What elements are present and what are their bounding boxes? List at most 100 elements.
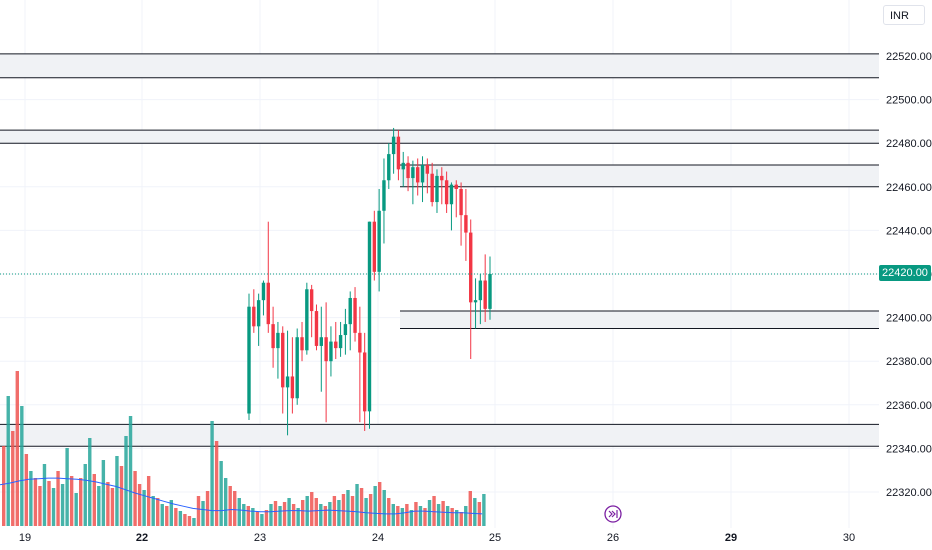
candle-body bbox=[444, 180, 449, 205]
volume-bar bbox=[423, 508, 427, 526]
x-axis-tick-label: 19 bbox=[19, 532, 31, 544]
candle-body bbox=[338, 335, 343, 349]
candle-body bbox=[401, 162, 405, 170]
volume-bar bbox=[106, 482, 110, 526]
volume-bar bbox=[273, 501, 278, 526]
y-axis-tick-label: 22400.00 bbox=[886, 313, 932, 325]
volume-bar bbox=[146, 476, 151, 526]
volume-bar bbox=[382, 490, 386, 526]
candle-body bbox=[285, 376, 290, 388]
volume-bar bbox=[2, 446, 6, 526]
volume-bar bbox=[291, 504, 296, 526]
volume-bar bbox=[187, 516, 192, 526]
candle-body bbox=[406, 162, 410, 179]
volume-bar bbox=[47, 481, 51, 526]
candle-body bbox=[387, 154, 391, 181]
volume-bar bbox=[355, 484, 359, 526]
arrow-right-circle-icon[interactable] bbox=[604, 505, 622, 523]
y-axis-tick-label: 22480.00 bbox=[886, 138, 932, 150]
candle-body bbox=[411, 167, 415, 179]
volume-bar bbox=[92, 474, 96, 526]
x-axis-tick-label: 22 bbox=[136, 532, 148, 544]
volume-bar bbox=[251, 508, 255, 526]
candle-body bbox=[469, 232, 473, 303]
volume-bar bbox=[450, 508, 454, 526]
candle-body bbox=[377, 210, 381, 272]
volume-bar bbox=[337, 500, 341, 526]
volume-bar bbox=[119, 466, 124, 526]
currency-label[interactable]: INR bbox=[883, 5, 925, 25]
candle-body bbox=[252, 306, 256, 327]
candle-body bbox=[329, 341, 333, 362]
volume-bar bbox=[192, 518, 196, 526]
candle-body bbox=[305, 289, 309, 351]
candle-body bbox=[367, 221, 372, 412]
volume-bar bbox=[205, 491, 210, 526]
volume-bar bbox=[328, 502, 332, 526]
x-axis-tick-label: 24 bbox=[372, 532, 384, 544]
volume-bar bbox=[233, 491, 237, 526]
candle-body bbox=[281, 332, 285, 388]
volume-bar bbox=[287, 498, 291, 526]
volume-bar bbox=[110, 488, 115, 526]
candle-body bbox=[473, 300, 478, 303]
volume-bar bbox=[359, 488, 364, 526]
candle-body bbox=[324, 337, 328, 362]
volume-bar bbox=[33, 478, 38, 526]
volume-bar bbox=[29, 471, 33, 526]
volume-bar bbox=[377, 482, 382, 526]
candle-body bbox=[261, 282, 266, 301]
candle-body bbox=[478, 280, 483, 301]
candle-body bbox=[483, 280, 487, 309]
volume-bar bbox=[332, 496, 337, 526]
volume-bar bbox=[468, 491, 472, 526]
volume-bar bbox=[246, 506, 251, 526]
zone-1 bbox=[0, 53, 879, 78]
volume-bar bbox=[65, 448, 69, 526]
y-axis-tick-label: 22520.00 bbox=[886, 51, 932, 63]
volume-bar bbox=[269, 504, 273, 526]
x-axis-tick-label: 26 bbox=[607, 532, 619, 544]
candle-body bbox=[449, 184, 454, 205]
volume-bar bbox=[69, 476, 74, 526]
volume-bar bbox=[364, 498, 368, 526]
volume-bar bbox=[20, 406, 24, 526]
volume-bar bbox=[296, 508, 300, 526]
x-axis-tick-label: 23 bbox=[254, 532, 266, 544]
candle-body bbox=[362, 352, 367, 412]
volume-bar bbox=[464, 506, 468, 526]
volume-bar bbox=[165, 506, 169, 526]
volume-bar bbox=[156, 498, 160, 526]
volume-bar bbox=[237, 498, 241, 526]
volume-bar bbox=[219, 461, 223, 526]
volume-bar bbox=[418, 506, 423, 526]
volume-bar bbox=[210, 421, 214, 526]
volume-bar bbox=[201, 501, 205, 526]
candle-body bbox=[348, 297, 352, 325]
volume-bar bbox=[414, 502, 418, 526]
volume-bar bbox=[88, 438, 92, 526]
volume-bar bbox=[387, 498, 391, 526]
volume-bar bbox=[391, 504, 395, 526]
volume-bar bbox=[151, 496, 155, 526]
last-price-tag: 22420.00 bbox=[879, 265, 931, 281]
volume-bar bbox=[459, 512, 463, 526]
volume-bar bbox=[242, 504, 246, 526]
volume-bar bbox=[223, 478, 228, 526]
volume-bar bbox=[310, 492, 314, 526]
volume-bar bbox=[323, 506, 328, 526]
volume-bar bbox=[405, 504, 409, 526]
volume-bar bbox=[83, 464, 87, 526]
candle-body bbox=[454, 184, 458, 189]
volume-bar bbox=[196, 496, 201, 526]
candle-body bbox=[430, 173, 434, 203]
volume-bar bbox=[133, 471, 137, 526]
candle-body bbox=[334, 341, 338, 349]
volume-bar bbox=[455, 510, 459, 526]
volume-bar bbox=[178, 511, 183, 526]
volume-bar bbox=[314, 498, 318, 526]
volume-bar bbox=[124, 436, 128, 526]
volume-bar bbox=[260, 514, 264, 526]
candle-body bbox=[271, 324, 275, 349]
